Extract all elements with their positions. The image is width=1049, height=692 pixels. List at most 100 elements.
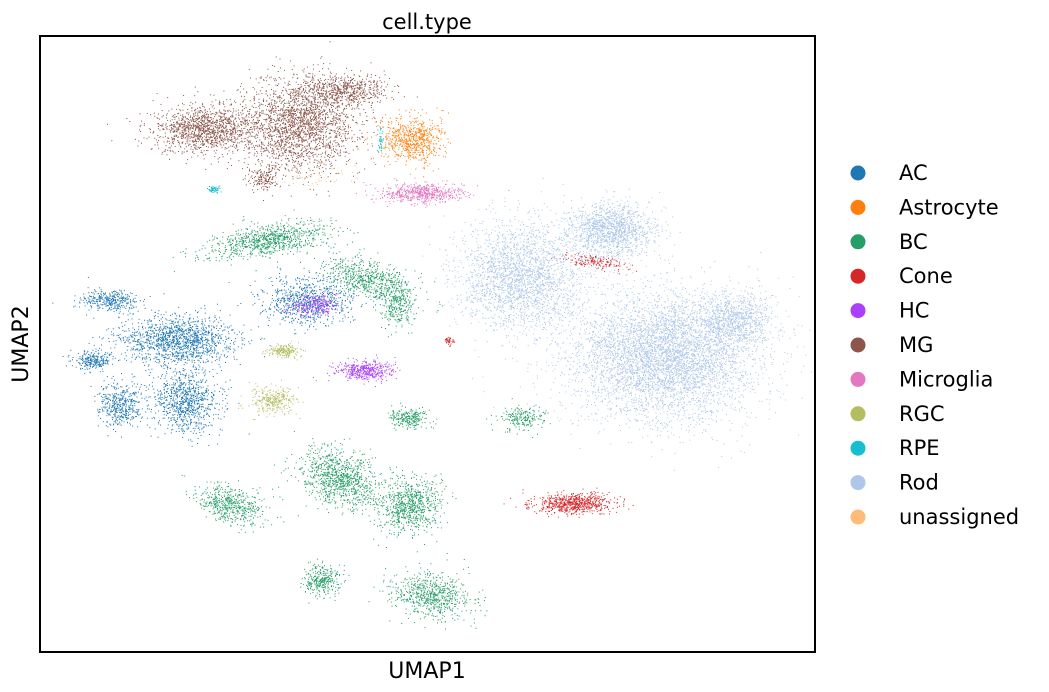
data-point bbox=[179, 424, 181, 426]
data-point bbox=[427, 134, 429, 136]
data-point bbox=[161, 340, 163, 342]
data-point bbox=[165, 338, 167, 340]
data-point bbox=[260, 312, 262, 313]
data-point bbox=[86, 364, 88, 366]
data-point bbox=[427, 148, 429, 150]
data-point bbox=[95, 361, 97, 363]
data-point bbox=[183, 335, 185, 337]
data-point bbox=[116, 308, 118, 310]
data-point bbox=[194, 414, 196, 416]
data-point bbox=[229, 326, 230, 328]
data-point bbox=[109, 403, 111, 405]
data-point bbox=[100, 291, 102, 293]
data-point bbox=[124, 414, 126, 416]
data-point bbox=[133, 410, 135, 412]
data-point bbox=[208, 425, 210, 427]
data-point bbox=[402, 148, 404, 150]
data-point bbox=[192, 326, 193, 328]
data-point bbox=[198, 412, 200, 414]
data-point bbox=[388, 144, 390, 146]
data-point bbox=[375, 304, 376, 306]
data-point bbox=[216, 318, 217, 320]
data-point bbox=[157, 421, 159, 423]
data-point bbox=[429, 148, 431, 150]
data-point bbox=[111, 304, 113, 306]
data-point bbox=[171, 346, 173, 348]
data-point bbox=[122, 406, 124, 408]
data-point bbox=[423, 123, 424, 125]
data-point bbox=[134, 301, 136, 303]
data-point bbox=[322, 294, 324, 296]
data-point bbox=[413, 136, 415, 138]
data-point bbox=[285, 295, 287, 296]
data-point bbox=[203, 362, 205, 364]
data-point bbox=[384, 147, 386, 148]
data-point bbox=[192, 375, 194, 377]
data-point bbox=[139, 334, 141, 336]
data-point bbox=[194, 331, 196, 333]
data-point bbox=[395, 131, 397, 132]
data-point bbox=[318, 305, 320, 307]
data-point bbox=[146, 355, 148, 357]
data-point bbox=[218, 359, 220, 361]
data-point bbox=[407, 143, 409, 145]
data-point bbox=[125, 307, 127, 309]
data-point bbox=[410, 125, 412, 126]
data-point bbox=[163, 417, 165, 419]
data-point bbox=[174, 322, 176, 324]
data-point bbox=[323, 288, 325, 289]
data-point bbox=[429, 163, 431, 165]
data-point bbox=[184, 394, 185, 396]
data-point bbox=[168, 356, 170, 358]
data-point bbox=[366, 132, 368, 133]
data-point bbox=[219, 310, 221, 312]
data-point bbox=[128, 396, 130, 398]
data-point bbox=[106, 411, 108, 413]
data-point bbox=[300, 322, 302, 324]
data-point bbox=[140, 345, 142, 347]
data-point bbox=[210, 350, 212, 351]
data-point bbox=[148, 327, 150, 329]
data-point bbox=[164, 377, 166, 379]
data-point bbox=[196, 342, 198, 344]
data-point bbox=[192, 321, 194, 323]
data-point bbox=[145, 390, 147, 392]
data-point bbox=[264, 356, 265, 358]
data-point bbox=[146, 342, 148, 344]
data-point bbox=[444, 132, 446, 134]
data-point bbox=[196, 402, 198, 404]
data-point bbox=[312, 290, 314, 292]
data-point bbox=[254, 280, 256, 282]
data-point bbox=[164, 408, 166, 410]
data-point bbox=[142, 328, 144, 330]
data-point bbox=[134, 403, 136, 405]
data-point bbox=[205, 347, 207, 348]
data-point bbox=[173, 386, 175, 388]
data-point bbox=[165, 341, 167, 343]
data-point bbox=[201, 381, 202, 383]
data-point bbox=[171, 335, 173, 337]
data-point bbox=[427, 127, 429, 129]
data-point bbox=[173, 390, 175, 391]
data-point bbox=[112, 402, 114, 404]
data-point bbox=[123, 339, 125, 341]
data-point bbox=[217, 353, 219, 355]
data-point bbox=[111, 411, 113, 413]
data-point bbox=[160, 314, 162, 316]
data-point bbox=[179, 325, 181, 327]
data-point bbox=[233, 343, 235, 345]
data-point bbox=[192, 432, 194, 434]
data-point bbox=[163, 356, 165, 358]
data-point bbox=[197, 356, 199, 357]
data-point bbox=[421, 142, 422, 144]
data-point bbox=[434, 139, 436, 141]
data-point bbox=[98, 363, 100, 365]
data-point bbox=[101, 291, 103, 293]
data-point bbox=[138, 401, 140, 403]
data-point bbox=[138, 328, 140, 330]
data-point bbox=[407, 151, 409, 153]
data-point bbox=[316, 312, 318, 314]
data-point bbox=[195, 366, 197, 368]
data-point bbox=[287, 288, 289, 290]
data-point bbox=[117, 423, 119, 425]
